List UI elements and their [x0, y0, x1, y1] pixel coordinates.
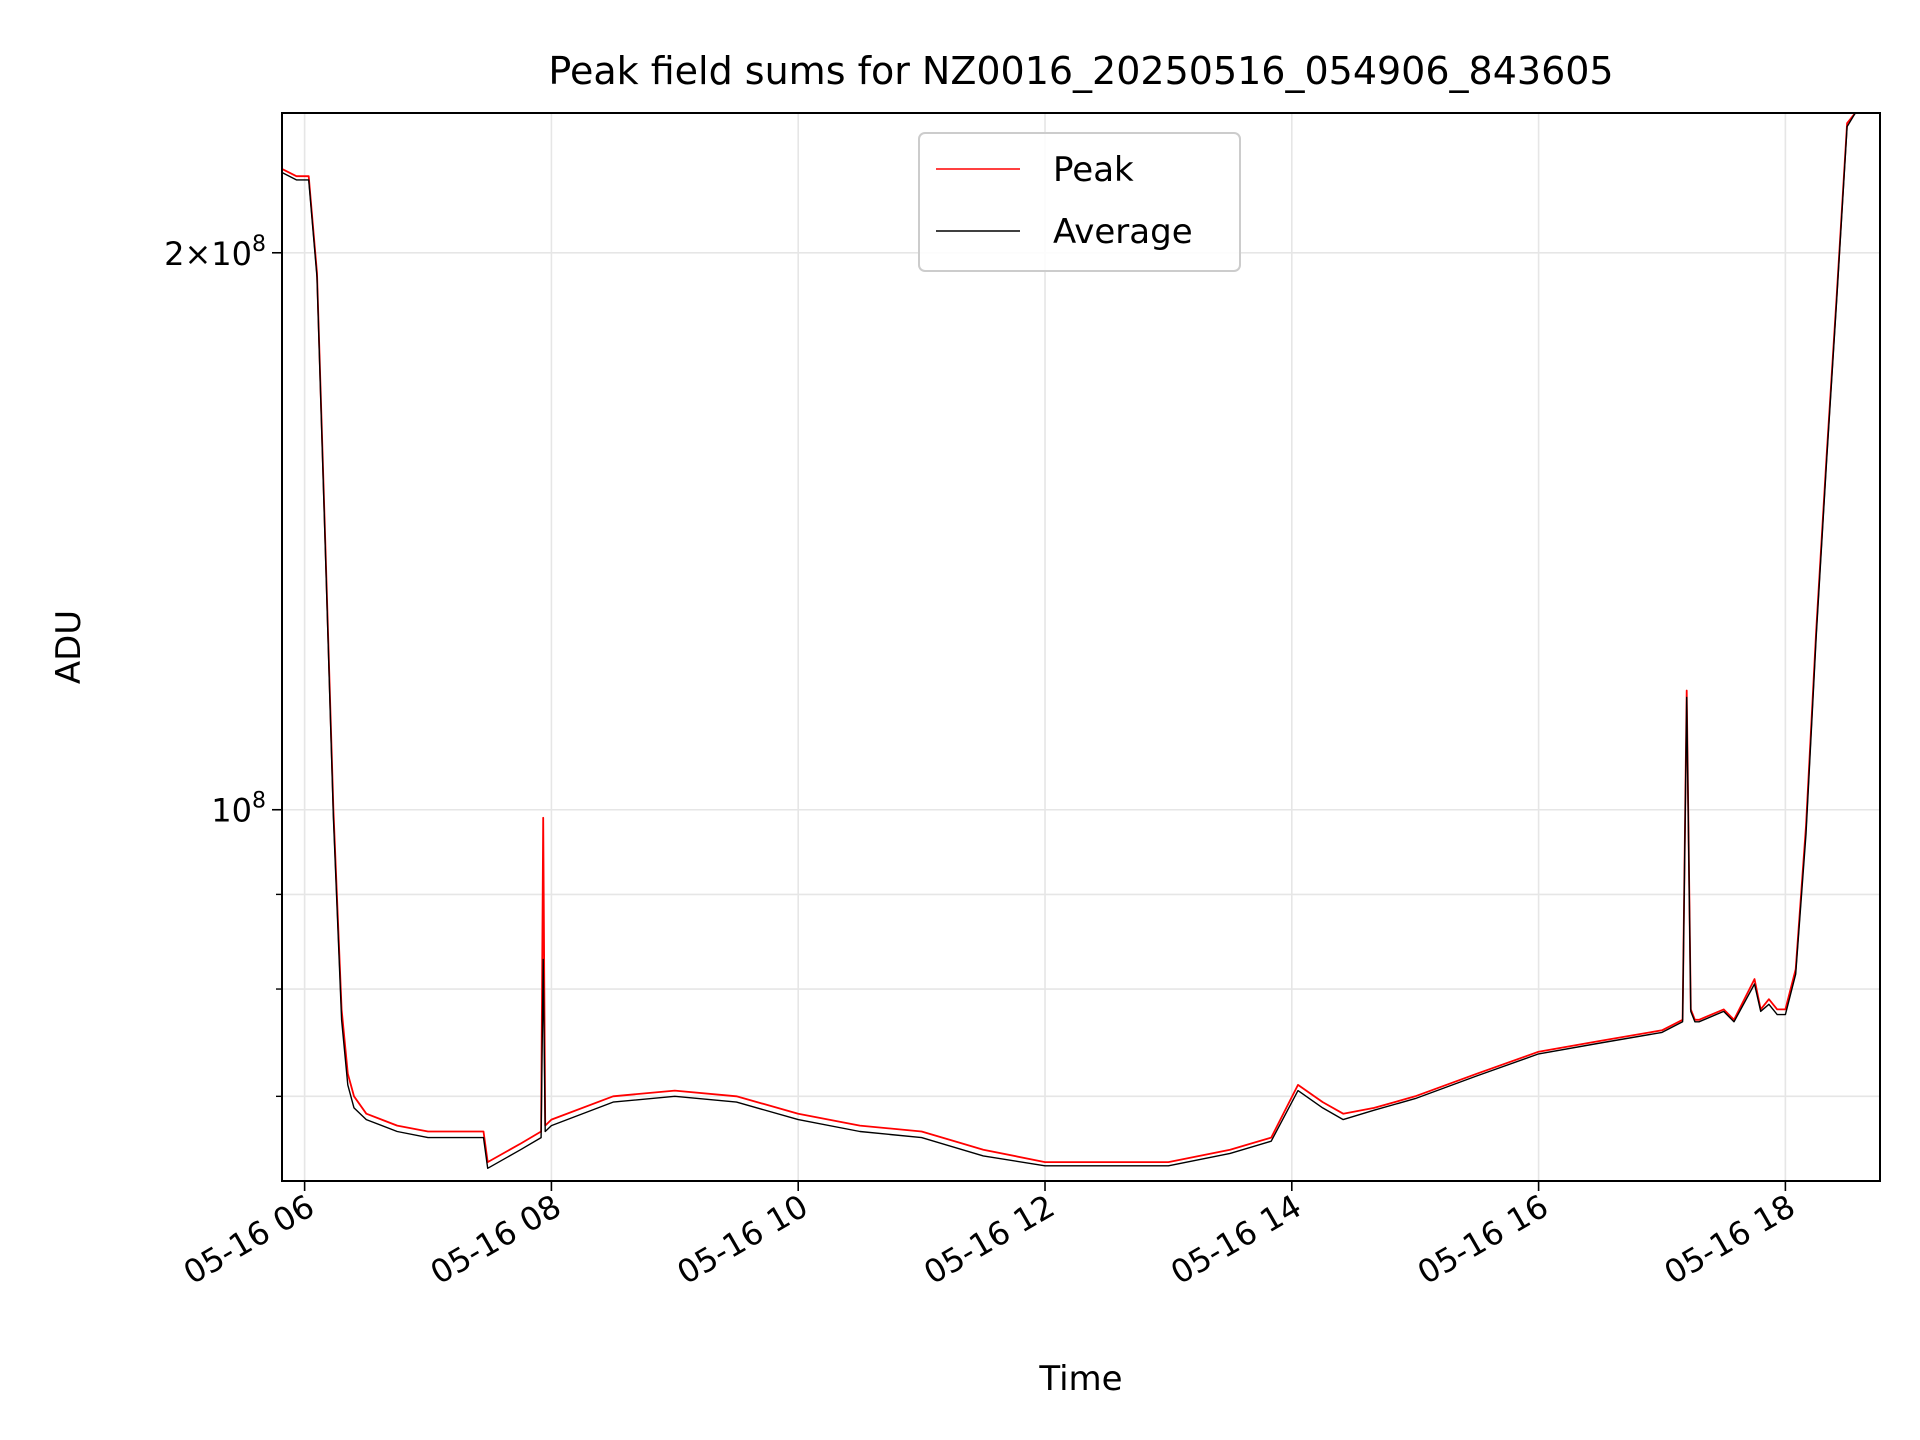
- y-tick-base: 10: [211, 235, 252, 273]
- legend-box: [918, 132, 1241, 272]
- y-tick-exponent: 8: [252, 789, 266, 814]
- legend: Peak Average: [918, 132, 1241, 272]
- legend-label-average: Average: [1053, 212, 1193, 252]
- y-tick-prefix: 2×: [164, 235, 211, 273]
- chart-title: Peak field sums for NZ0016_20250516_0549…: [548, 49, 1613, 93]
- legend-label-peak: Peak: [1053, 150, 1134, 190]
- series-line-peak: [281, 112, 1880, 1163]
- series-layer: [281, 112, 1880, 1170]
- y-tick-label: 108: [211, 789, 266, 830]
- grid: [282, 113, 1880, 1181]
- y-axis-label: ADU: [49, 610, 89, 684]
- y-tick-label: 2×108: [164, 232, 266, 273]
- series-line-average: [281, 112, 1880, 1170]
- plot-frame: [281, 112, 1881, 1182]
- x-axis-label: Time: [1038, 1359, 1122, 1399]
- y-tick-exponent: 8: [252, 232, 266, 257]
- y-tick-base: 10: [211, 792, 252, 830]
